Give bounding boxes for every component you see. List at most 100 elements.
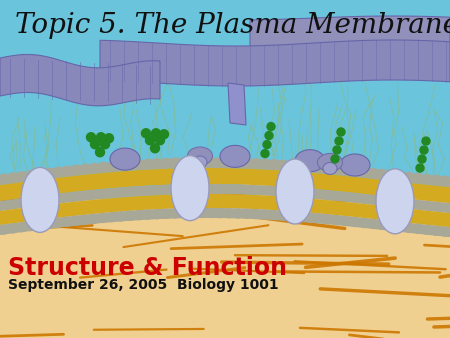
Circle shape [145,136,154,145]
Circle shape [387,221,396,231]
Polygon shape [0,54,160,106]
Circle shape [9,173,18,182]
Circle shape [36,220,45,230]
Circle shape [234,209,243,218]
Circle shape [162,209,171,218]
Circle shape [279,160,288,169]
Circle shape [63,217,72,226]
Circle shape [422,137,430,145]
Circle shape [207,158,216,167]
Circle shape [86,133,95,142]
Circle shape [153,159,162,168]
Circle shape [342,166,351,174]
Circle shape [99,163,108,171]
Ellipse shape [295,150,325,172]
Circle shape [100,140,109,149]
Circle shape [378,220,387,230]
Circle shape [171,209,180,218]
Polygon shape [0,183,450,338]
Circle shape [63,166,72,175]
Circle shape [333,216,342,225]
Circle shape [270,211,279,220]
Circle shape [159,130,168,139]
Circle shape [90,140,99,149]
Circle shape [90,214,99,223]
Circle shape [72,216,81,225]
Polygon shape [0,158,450,187]
Circle shape [126,160,135,169]
Polygon shape [0,194,450,227]
Circle shape [387,170,396,179]
Circle shape [198,158,207,167]
Circle shape [405,223,414,232]
Ellipse shape [376,169,414,234]
Circle shape [432,226,441,235]
Ellipse shape [110,148,140,170]
Circle shape [234,158,243,167]
Circle shape [423,174,432,183]
Circle shape [54,167,63,176]
Circle shape [288,161,297,170]
Circle shape [27,221,36,231]
Ellipse shape [318,153,342,171]
Circle shape [81,215,90,224]
Circle shape [180,209,189,218]
Circle shape [315,163,324,172]
Circle shape [279,211,288,220]
Circle shape [180,158,189,167]
Circle shape [423,225,432,234]
Circle shape [162,158,171,167]
Ellipse shape [188,147,212,165]
Circle shape [135,211,144,220]
Circle shape [189,209,198,218]
Circle shape [216,158,225,167]
Circle shape [333,165,342,174]
Circle shape [141,129,150,138]
Polygon shape [100,40,450,86]
Circle shape [126,211,135,220]
Text: September 26, 2005  Biology 1001: September 26, 2005 Biology 1001 [8,278,279,292]
Circle shape [81,164,90,173]
Circle shape [378,169,387,178]
Circle shape [351,167,360,175]
Circle shape [333,146,341,154]
Circle shape [263,141,271,149]
Circle shape [135,160,144,169]
Circle shape [265,131,273,140]
Circle shape [144,210,153,219]
Circle shape [108,162,117,171]
Circle shape [418,155,426,163]
Circle shape [90,163,99,172]
Circle shape [324,164,333,173]
Circle shape [150,144,159,153]
Circle shape [0,174,9,183]
Circle shape [117,212,126,221]
Text: Topic 5. The Plasma Membrane: Topic 5. The Plasma Membrane [15,12,450,39]
Circle shape [331,155,339,163]
Circle shape [342,217,351,225]
Circle shape [153,210,162,219]
Circle shape [156,136,165,145]
Ellipse shape [340,154,370,176]
Circle shape [324,215,333,224]
Circle shape [243,209,252,218]
Circle shape [99,214,108,222]
Polygon shape [0,184,450,213]
Circle shape [432,175,441,184]
Circle shape [207,209,216,217]
Circle shape [252,210,261,219]
Circle shape [335,137,343,145]
Circle shape [72,165,81,174]
Circle shape [396,171,405,180]
Circle shape [414,173,423,182]
Circle shape [416,164,424,172]
Circle shape [337,128,345,136]
Ellipse shape [276,159,314,224]
Circle shape [297,162,306,170]
Circle shape [225,158,234,167]
Circle shape [152,129,161,138]
Circle shape [369,219,378,228]
Circle shape [396,222,405,232]
Ellipse shape [220,145,250,167]
Circle shape [252,159,261,168]
